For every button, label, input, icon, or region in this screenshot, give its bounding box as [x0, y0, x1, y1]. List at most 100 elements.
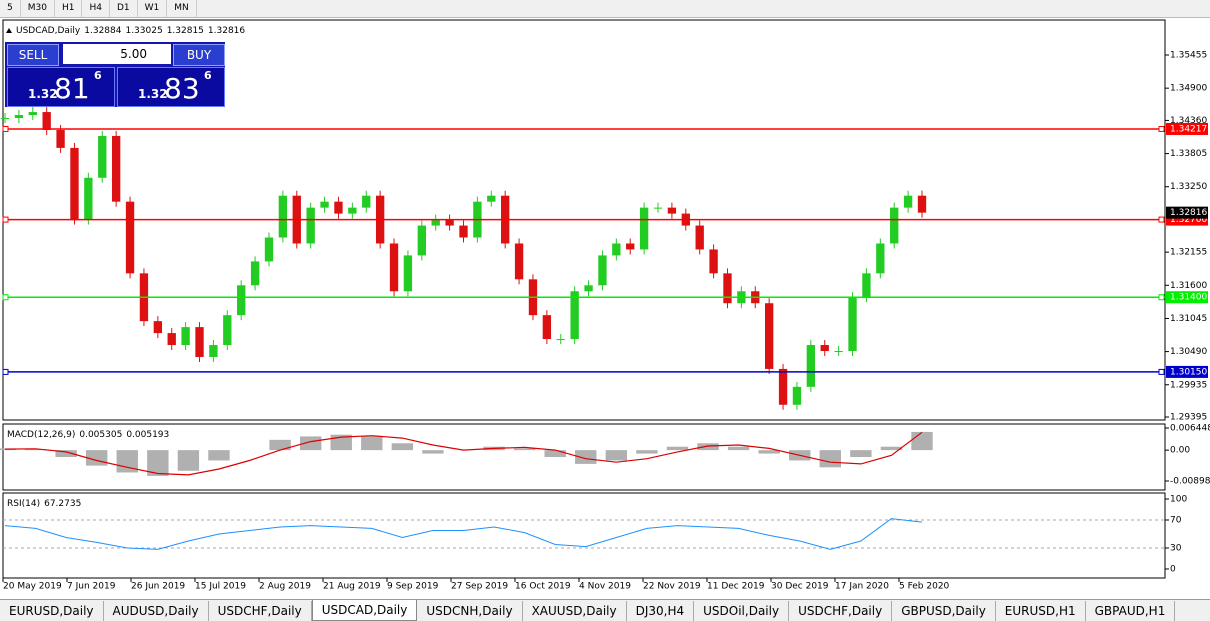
- candle-body: [723, 273, 732, 304]
- chart-tab[interactable]: GBPUSD,Daily: [892, 600, 996, 621]
- candle-body: [764, 303, 774, 369]
- level-handle: [2, 294, 9, 301]
- ask-quote[interactable]: 1.32 83 6: [117, 67, 225, 107]
- macd-bar: [147, 450, 169, 476]
- level-label-box: [1166, 291, 1208, 304]
- y-tick-label: 0: [1170, 564, 1176, 574]
- timeframe-button[interactable]: D1: [110, 0, 138, 17]
- candle-body: [209, 345, 218, 357]
- candle-body: [153, 321, 163, 334]
- macd-bar: [727, 446, 750, 451]
- candle-body: [42, 112, 51, 130]
- x-tick-label: 5 Feb 2020: [899, 582, 950, 592]
- macd-bar: [697, 443, 719, 451]
- x-tick-label: 2 Aug 2019: [259, 582, 311, 592]
- macd-bar: [819, 450, 841, 468]
- level-label: 1.32700: [1170, 215, 1207, 225]
- timeframe-button[interactable]: M30: [21, 0, 55, 17]
- candle-body: [556, 339, 565, 341]
- candle-body: [403, 255, 413, 292]
- candle-body: [862, 273, 871, 298]
- candle-body: [709, 249, 718, 274]
- candle-body: [653, 207, 663, 209]
- timeframe-button[interactable]: 5: [0, 0, 21, 17]
- level-handle: [2, 216, 9, 223]
- candle-body: [28, 112, 37, 116]
- chart-tab[interactable]: USDOil,Daily: [694, 600, 790, 621]
- macd-bar: [55, 450, 77, 458]
- macd-bar: [361, 436, 383, 451]
- macd-bar: [330, 434, 352, 451]
- macd-bar: [911, 431, 933, 451]
- chart-tab[interactable]: XAUUSD,Daily: [523, 600, 627, 621]
- y-tick-label: 1.29935: [1170, 380, 1207, 390]
- candle-body: [598, 255, 607, 286]
- bid-sup: 6: [94, 69, 102, 82]
- pane-title: MACD(12,26,9) 0.005305 0.005193: [7, 430, 169, 440]
- candle-body: [111, 135, 121, 202]
- candle-body: [348, 207, 357, 214]
- timeframe-button[interactable]: W1: [138, 0, 168, 17]
- pane-title: USDCAD,Daily 1.32884 1.33025 1.32815 1.32816: [16, 26, 245, 36]
- candle-body: [792, 386, 802, 405]
- x-tick-label: 21 Aug 2019: [323, 582, 381, 592]
- y-tick-label: 1.33805: [1170, 149, 1207, 159]
- chart-tab[interactable]: EURUSD,Daily: [0, 600, 104, 621]
- chart-tab[interactable]: AUDUSD,Daily: [104, 600, 209, 621]
- macd-bar: [605, 450, 628, 461]
- pane-title-name: MACD(12,26,9): [7, 430, 75, 440]
- macd-bar: [636, 450, 658, 454]
- title-arrow: [6, 28, 12, 33]
- candle-body: [167, 333, 176, 346]
- timeframe-button[interactable]: H4: [82, 0, 110, 17]
- y-tick-label: 1.32155: [1170, 248, 1207, 258]
- candle-body: [306, 207, 315, 244]
- level-handle: [1158, 216, 1165, 223]
- level-label-box: [1166, 365, 1208, 378]
- chart-tab[interactable]: USDCHF,Daily: [789, 600, 893, 621]
- lot-input[interactable]: 5.00: [63, 44, 171, 64]
- y-tick-label: 1.34360: [1170, 116, 1207, 126]
- chart-tab[interactable]: USDCNH,Daily: [417, 600, 523, 621]
- candle-body: [903, 195, 913, 208]
- pane-title-value: 1.32816: [208, 26, 245, 36]
- level-handle: [1158, 368, 1165, 375]
- candle-body: [334, 201, 343, 214]
- buy-button[interactable]: BUY: [173, 44, 225, 66]
- pane-title-name: USDCAD,Daily: [16, 26, 81, 36]
- sell-button[interactable]: SELL: [7, 44, 59, 66]
- candle-body: [0, 118, 10, 120]
- chart-tab[interactable]: DJ30,H4: [627, 600, 695, 621]
- candle-body: [806, 345, 816, 387]
- level-handle: [2, 125, 9, 132]
- level-label: 1.31400: [1170, 293, 1207, 303]
- level-label-box: [1166, 122, 1208, 135]
- candle-body: [695, 225, 704, 250]
- timeframe-button[interactable]: MN: [167, 0, 197, 17]
- x-tick-label: 11 Dec 2019: [707, 582, 765, 592]
- y-tick-label: 30: [1170, 543, 1182, 553]
- candle-body: [639, 207, 649, 250]
- chart-tabs: EURUSD,Daily AUDUSD,Daily USDCHF,Daily USDC…: [0, 599, 1210, 621]
- bid-quote[interactable]: 1.32 81 6: [7, 67, 115, 107]
- y-tick-label: 1.35455: [1170, 51, 1207, 61]
- level-handle: [2, 368, 9, 375]
- macd-bar: [24, 449, 47, 451]
- chart-tab[interactable]: EURUSD,H1: [996, 600, 1086, 621]
- candle-body: [237, 285, 246, 316]
- chart-tab[interactable]: USDCAD,Daily: [311, 600, 418, 621]
- candle-body: [778, 368, 788, 405]
- chart-tab[interactable]: USDCHF,Daily: [209, 600, 312, 621]
- candle-body: [195, 327, 204, 357]
- level-handle: [1158, 125, 1165, 132]
- timeframe-button[interactable]: H1: [55, 0, 83, 17]
- candle-body: [834, 351, 843, 353]
- candle-body: [445, 219, 454, 226]
- x-tick-label: 26 Jun 2019: [131, 582, 185, 592]
- candle-body: [848, 297, 857, 352]
- pane-title-value: 67.2735: [44, 499, 81, 509]
- pane-title-name: RSI(14): [7, 499, 40, 509]
- macd-bar: [391, 443, 414, 451]
- chart-tab[interactable]: GBPAUD,H1: [1086, 600, 1176, 621]
